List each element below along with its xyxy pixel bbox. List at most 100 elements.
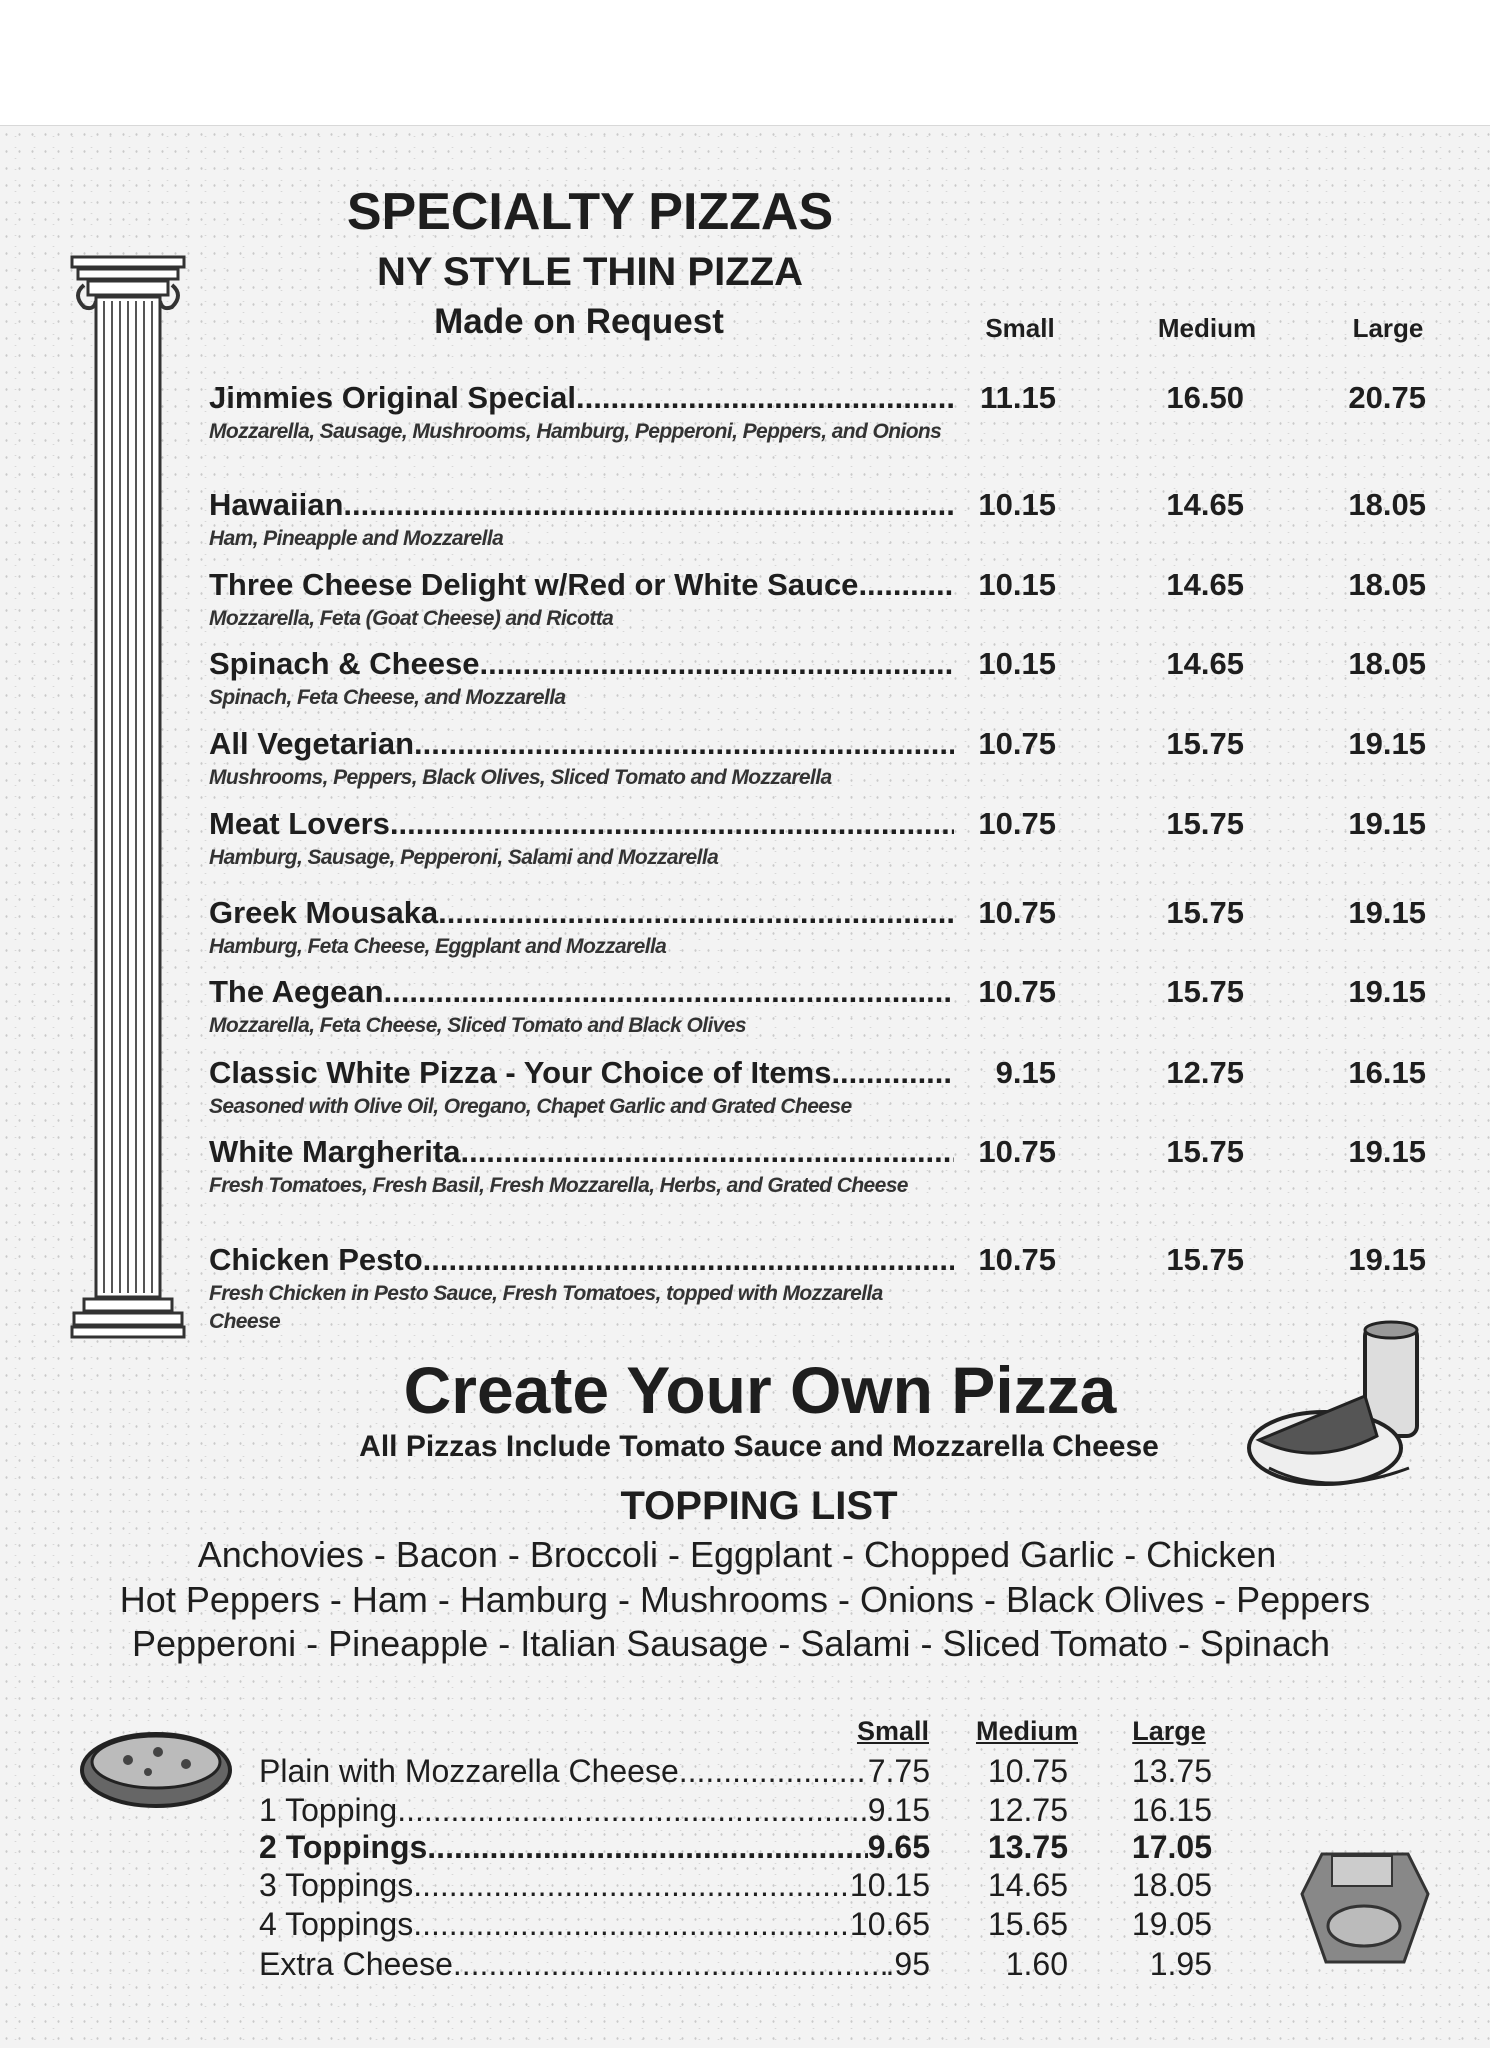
- price-small: 10.75: [978, 1242, 1056, 1277]
- item-description: Hamburg, Sausage, Pepperoni, Salami and …: [209, 846, 719, 869]
- price-large: 18.05: [1348, 567, 1426, 602]
- specialty-item: Classic White Pizza - Your Choice of Ite…: [209, 1055, 1439, 1121]
- item-name: White Margherita: [209, 1134, 461, 1169]
- specialty-item: The Aegean .............................…: [209, 974, 1439, 1040]
- item-description: Fresh Tomatoes, Fresh Basil, Fresh Mozza…: [209, 1174, 908, 1197]
- price-small: 10.75: [978, 1134, 1056, 1169]
- topping-line: Pepperoni - Pineapple - Italian Sausage …: [131, 1623, 1330, 1664]
- price-medium: 1.60: [1005, 1946, 1068, 1982]
- price-medium: 14.65: [1166, 646, 1244, 681]
- specialty-item: Chicken Pesto...........................…: [209, 1242, 1439, 1336]
- specialty-item: Three Cheese Delight w/Red or White Sauc…: [209, 567, 1439, 633]
- price-medium: 15.75: [1166, 1134, 1244, 1169]
- item-description: Mozzarella, Sausage, Mushrooms, Hamburg,…: [209, 420, 942, 443]
- price-medium: 15.75: [1166, 806, 1244, 841]
- price-small: 10.75: [978, 895, 1056, 930]
- dot-leader: ........................................…: [678, 1753, 868, 1789]
- dot-leader: ........................................…: [831, 1055, 954, 1090]
- dot-leader: ........................................…: [452, 1946, 886, 1982]
- specialty-item: All Vegetarian..........................…: [209, 726, 1439, 792]
- price-large: 17.05: [1131, 1829, 1212, 1865]
- dot-leader: ........................................…: [858, 567, 954, 602]
- price-medium: 12.75: [987, 1792, 1068, 1828]
- row-label: Extra Cheese: [259, 1946, 453, 1982]
- price-large: 1.95: [1149, 1946, 1212, 1982]
- price-medium: 15.65: [987, 1906, 1068, 1942]
- price-medium: 15.75: [1166, 974, 1244, 1009]
- dot-leader: ........................................…: [460, 1134, 954, 1169]
- size-header-medium: Medium: [1157, 313, 1257, 343]
- dot-leader: ........................................…: [576, 380, 954, 415]
- page-title: SPECIALTY PIZZAS: [346, 183, 834, 241]
- price-medium: 15.75: [1166, 1242, 1244, 1277]
- price-large: 19.15: [1348, 895, 1426, 930]
- price-medium: 15.75: [1166, 895, 1244, 930]
- price-small: 10.75: [978, 726, 1056, 761]
- item-name: The Aegean: [209, 974, 384, 1009]
- cyo-size-header-medium: Medium: [975, 1716, 1078, 1746]
- specialty-item: Spinach & Cheese........................…: [209, 646, 1439, 712]
- price-medium: 16.50: [1166, 380, 1244, 415]
- dot-leader: ........................................…: [413, 1867, 850, 1903]
- price-large: 19.15: [1348, 1134, 1426, 1169]
- cyo-price-row: 2 Toppings..............................…: [259, 1829, 1212, 1869]
- price-large: 18.05: [1348, 646, 1426, 681]
- cyo-size-header-small: Small: [856, 1716, 930, 1746]
- specialty-item: White Margherita........................…: [209, 1134, 1439, 1200]
- create-your-own-title: Create Your Own Pizza: [403, 1353, 1117, 1427]
- price-medium: 12.75: [1166, 1055, 1244, 1090]
- cyo-price-row: 3 Toppings..............................…: [259, 1867, 1212, 1907]
- price-large: 19.15: [1348, 806, 1426, 841]
- dot-leader: ........................................…: [422, 1242, 954, 1277]
- item-description: Mozzarella, Feta (Goat Cheese) and Ricot…: [209, 607, 614, 630]
- cyo-price-row: 1 Topping...............................…: [259, 1792, 1212, 1832]
- item-name: Spinach & Cheese: [209, 646, 480, 681]
- price-large: 18.05: [1348, 487, 1426, 522]
- price-small: 10.75: [978, 974, 1056, 1009]
- item-description: Fresh Chicken in Pesto Sauce, Fresh Toma…: [209, 1282, 883, 1333]
- item-name: Meat Lovers: [209, 806, 390, 841]
- row-label: 4 Toppings: [259, 1906, 414, 1942]
- cyo-price-row: 4 Toppings..............................…: [259, 1906, 1212, 1946]
- price-small: 7.75: [867, 1753, 930, 1789]
- item-name: All Vegetarian: [209, 726, 415, 761]
- page-subtitle: NY STYLE THIN PIZZA: [377, 250, 803, 294]
- item-description: Seasoned with Olive Oil, Oregano, Chapet…: [209, 1095, 852, 1118]
- row-label: Plain with Mozzarella Cheese: [259, 1753, 679, 1789]
- whole-pizza-icon: [80, 1732, 232, 1808]
- price-small: 10.75: [978, 806, 1056, 841]
- menu-page: [0, 125, 1490, 2048]
- price-small: 9.65: [867, 1829, 930, 1865]
- price-medium: 14.65: [1166, 487, 1244, 522]
- dot-leader: ........................................…: [427, 1829, 868, 1865]
- price-small: 9.15: [995, 1055, 1056, 1090]
- specialty-item: Meat Lovers.............................…: [209, 806, 1439, 872]
- topping-list-title: TOPPING LIST: [620, 1484, 898, 1528]
- dot-leader: ........................................…: [383, 974, 954, 1009]
- pizza-emblem-icon: [1300, 1852, 1430, 1964]
- row-label: 1 Topping: [259, 1792, 398, 1828]
- item-name: Jimmies Original Special: [209, 380, 576, 415]
- create-your-own-subtitle: All Pizzas Include Tomato Sauce and Mozz…: [359, 1430, 1159, 1463]
- dot-leader: ........................................…: [438, 895, 954, 930]
- dot-leader: ........................................…: [389, 806, 954, 841]
- specialty-item: Jimmies Original Special................…: [209, 380, 1439, 446]
- price-large: 16.15: [1131, 1792, 1212, 1828]
- pizza-slice-and-drink-icon: [1247, 1320, 1419, 1486]
- price-large: 19.15: [1348, 1242, 1426, 1277]
- item-name: Hawaiian: [209, 487, 344, 522]
- price-large: 19.05: [1131, 1906, 1212, 1942]
- price-large: 13.75: [1131, 1753, 1212, 1789]
- cyo-price-row: Plain with Mozzarella Cheese............…: [259, 1753, 1212, 1793]
- dot-leader: ........................................…: [479, 646, 954, 681]
- price-medium: 14.65: [1166, 567, 1244, 602]
- price-large: 18.05: [1131, 1867, 1212, 1903]
- price-large: 19.15: [1348, 726, 1426, 761]
- row-label: 2 Toppings: [259, 1829, 428, 1865]
- price-large: 20.75: [1348, 380, 1426, 415]
- price-medium: 14.65: [987, 1867, 1068, 1903]
- price-large: 16.15: [1348, 1055, 1426, 1090]
- row-label: 3 Toppings: [259, 1867, 414, 1903]
- item-name: Greek Mousaka: [209, 895, 439, 930]
- item-description: Ham, Pineapple and Mozzarella: [209, 527, 504, 550]
